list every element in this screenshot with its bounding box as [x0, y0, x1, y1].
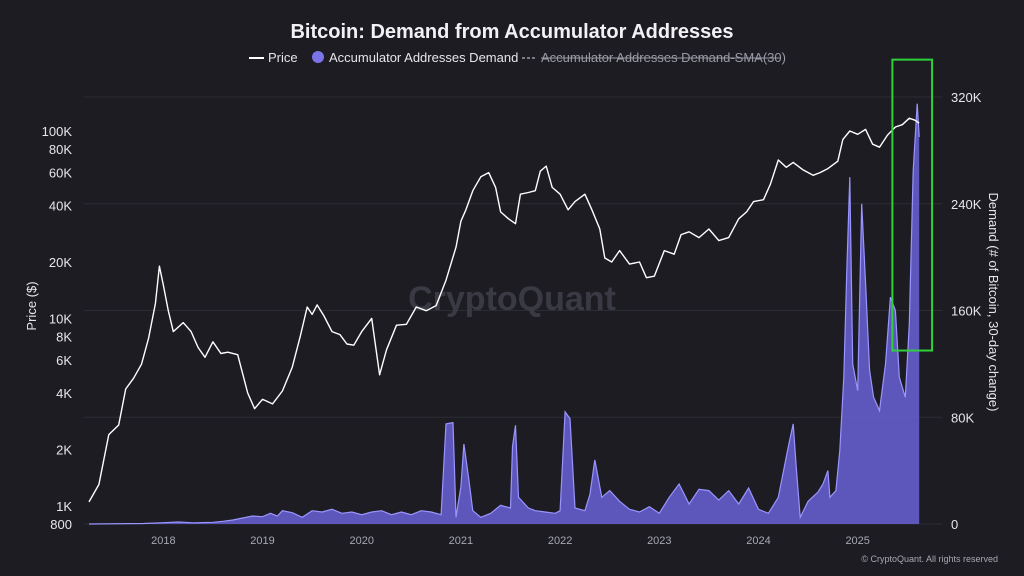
right-tick-label: 0 [951, 517, 958, 532]
x-axis-ticks: 2018 2019 2020 2021 2022 2023 2024 2025 [151, 535, 870, 547]
left-tick-label: 100K [42, 124, 73, 139]
left-tick-label: 800 [50, 517, 72, 532]
left-tick-label: 20K [49, 255, 72, 270]
left-tick-label: 10K [49, 311, 72, 326]
x-tick-label: 2025 [845, 535, 869, 547]
left-tick-label: 4K [56, 386, 72, 401]
highlight-box [891, 58, 934, 352]
legend-label-price: Price [268, 50, 298, 65]
left-tick-label: 8K [56, 330, 72, 345]
left-axis-ticks: 800 1K 2K 4K 6K 8K 10K 20K 40K 60K 80K 100K [42, 124, 73, 532]
right-tick-label: 80K [951, 410, 974, 425]
x-tick-label: 2023 [647, 535, 671, 547]
price-line [88, 117, 920, 503]
left-tick-label: 2K [56, 442, 72, 457]
left-tick-label: 6K [56, 353, 72, 368]
right-tick-label: 160K [951, 304, 982, 319]
left-tick-label: 40K [49, 199, 72, 214]
watermark: CryptoQuant [408, 280, 616, 318]
right-axis-label: Demand (# of Bitcoin, 30-day change) [986, 193, 1001, 412]
x-tick-label: 2018 [151, 535, 175, 547]
demand-line [88, 103, 920, 525]
price-line-layer [88, 117, 920, 503]
x-tick-label: 2020 [349, 535, 373, 547]
demand-area-layer [88, 103, 920, 525]
right-tick-label: 240K [951, 197, 982, 212]
left-axis-label: Price ($) [24, 281, 39, 330]
chart-title: Bitcoin: Demand from Accumulator Address… [290, 21, 733, 43]
left-tick-label: 60K [49, 166, 72, 181]
legend: Price Accumulator Addresses Demand Accum… [249, 50, 786, 65]
left-tick-label: 80K [49, 142, 72, 157]
x-tick-label: 2022 [548, 535, 572, 547]
x-tick-label: 2019 [250, 535, 274, 547]
highlight-layer [891, 58, 934, 352]
copyright: © CryptoQuant. All rights reserved [861, 554, 998, 564]
legend-swatch-demand [312, 51, 324, 63]
x-tick-label: 2021 [449, 535, 473, 547]
right-axis-ticks: 0 80K 160K 240K 320K [951, 90, 982, 532]
legend-label-demand: Accumulator Addresses Demand [329, 50, 518, 65]
left-tick-label: 1K [56, 499, 72, 514]
right-tick-label: 320K [951, 90, 982, 105]
x-tick-label: 2024 [746, 535, 770, 547]
